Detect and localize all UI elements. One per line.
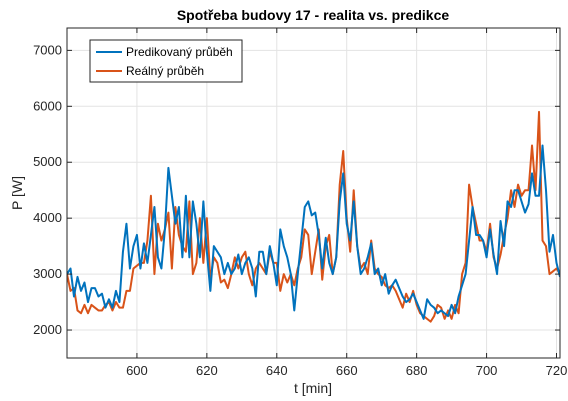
y-axis-label: P [W] [9, 176, 25, 210]
x-tick-label: 660 [336, 363, 358, 378]
x-axis-label: t [min] [294, 380, 332, 396]
y-tick-label: 2000 [33, 322, 62, 337]
legend-box [89, 39, 243, 83]
grid [67, 28, 560, 358]
y-tick-label: 3000 [33, 266, 62, 281]
x-tick-label: 700 [476, 363, 498, 378]
x-tick-label: 640 [266, 363, 288, 378]
y-tick-label: 6000 [33, 98, 62, 113]
y-tick-label: 4000 [33, 210, 62, 225]
series-line-real [67, 110, 560, 323]
series-lines [67, 110, 560, 323]
y-tick-label: 7000 [33, 42, 62, 57]
plot-area-frame [66, 27, 561, 359]
series-line-predicted [67, 144, 560, 320]
legend-label-real: Reálný průběh [126, 64, 204, 78]
axis-ticks: 600 620 640 660 680 700 720 2000 3000 4000 5000 600… [33, 28, 567, 378]
y-tick-label: 5000 [33, 154, 62, 169]
legend: Predikovaný průběh Reálný průběh [89, 39, 243, 83]
x-tick-label: 720 [546, 363, 568, 378]
legend-label-predicted: Predikovaný průběh [126, 45, 233, 59]
chart-title: Spotřeba budovy 17 - realita vs. predikc… [177, 7, 450, 23]
x-tick-label: 600 [126, 363, 148, 378]
x-tick-label: 680 [406, 363, 428, 378]
x-tick-label: 620 [196, 363, 218, 378]
